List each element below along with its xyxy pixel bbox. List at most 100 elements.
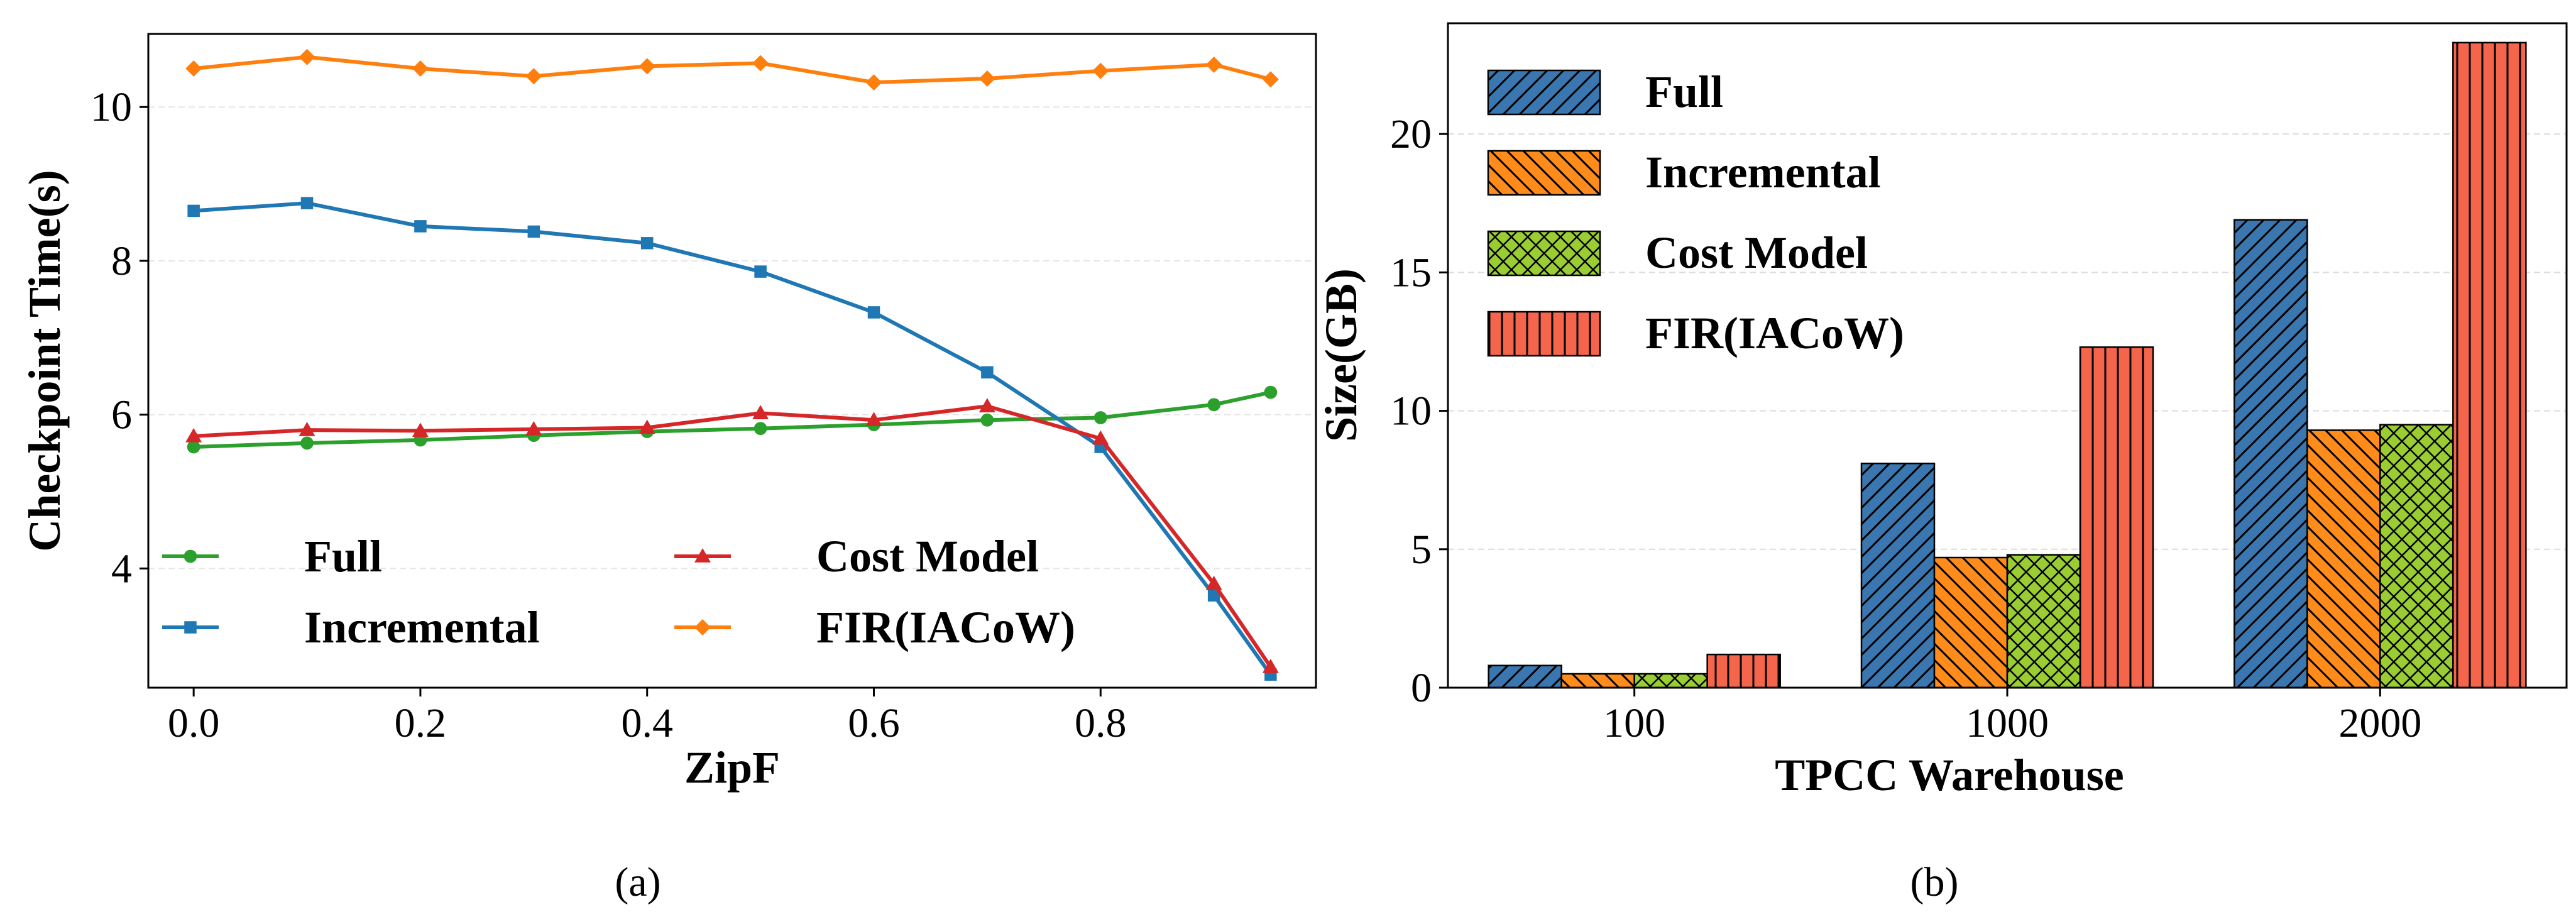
data-point-incremental xyxy=(754,265,767,278)
legend-label-full: Full xyxy=(304,531,382,581)
line-chart-y-axis-label: Checkpoint Time(s) xyxy=(19,170,70,551)
data-point-cost-model xyxy=(525,421,542,436)
data-point-cost-model xyxy=(639,419,655,434)
x-tick-label: 0.2 xyxy=(395,700,447,746)
data-point-fir-iacow xyxy=(185,60,202,77)
x-tick-label: 0.4 xyxy=(621,700,673,746)
data-point-full xyxy=(980,413,994,427)
bar-chart-caption: (b) xyxy=(1910,859,1959,905)
bar-chart-x-axis-label: TPCC Warehouse xyxy=(1775,750,2124,800)
data-point-cost-model xyxy=(1205,575,1222,590)
bar-chart-bars xyxy=(1488,41,2527,689)
legend-swatch-hatch-full xyxy=(1488,70,1600,114)
line-chart-y-ticks: 4 6 8 10 xyxy=(90,84,148,592)
legend-label-fir-iacow: FIR(IACoW) xyxy=(1645,308,1904,358)
y-tick-label: 8 xyxy=(111,238,132,284)
legend-label-fir-iacow: FIR(IACoW) xyxy=(816,602,1075,652)
data-point-full xyxy=(1207,398,1221,412)
bar-hatch-fir-iacow xyxy=(2453,42,2526,688)
line-chart-series xyxy=(185,48,1279,681)
data-point-full xyxy=(300,436,314,450)
data-point-fir-iacow xyxy=(1205,56,1222,73)
data-point-cost-model xyxy=(1092,430,1109,445)
bar-hatch-incremental xyxy=(1561,673,1635,688)
bar-chart-legend: Full Incremental Cost Model FIR(IACoW) xyxy=(1487,67,1904,358)
data-point-cost-model xyxy=(185,427,202,443)
bar-hatch-fir-iacow xyxy=(2080,347,2153,688)
data-point-incremental xyxy=(187,204,200,217)
data-point-fir-iacow xyxy=(412,60,429,77)
line-chart-legend: Full Incremental Cost Model FIR(IACoW) xyxy=(162,531,1075,652)
data-point-incremental xyxy=(527,225,540,238)
line-chart-x-ticks: 0.0 0.2 0.4 0.6 0.8 xyxy=(168,688,1127,746)
legend-label-full: Full xyxy=(1645,67,1723,117)
data-point-cost-model xyxy=(978,398,995,412)
line-chart-panel: 4 6 8 10 0.0 0.2 0.4 0.6 0.8 Checkpoint Time(s)… xyxy=(19,33,1317,905)
bar-hatch-cost-model xyxy=(2007,554,2080,688)
data-point-full xyxy=(754,422,767,436)
bar-hatch-full xyxy=(1861,463,1934,688)
legend-marker-fir-iacow xyxy=(694,619,711,636)
y-tick-label: 20 xyxy=(1390,111,1432,157)
y-tick-label: 4 xyxy=(111,546,132,592)
series-line-fir-iacow xyxy=(193,55,1271,85)
bar-chart-y-axis-label: Size(GB) xyxy=(1316,268,1366,442)
x-tick-label: 0.8 xyxy=(1075,700,1127,746)
data-point-fir-iacow xyxy=(639,58,655,75)
legend-label-cost-model: Cost Model xyxy=(816,531,1039,581)
line-chart-x-axis-label: ZipF xyxy=(684,742,780,793)
data-point-incremental xyxy=(300,197,314,209)
legend-swatch-hatch-fir-iacow xyxy=(1488,312,1600,356)
line-chart-plot-frame xyxy=(147,33,1317,689)
y-tick-label: 15 xyxy=(1390,250,1432,295)
bar-hatch-cost-model xyxy=(1634,673,1707,688)
data-point-fir-iacow xyxy=(752,55,769,72)
data-point-fir-iacow xyxy=(1092,62,1109,79)
data-point-cost-model xyxy=(865,412,882,426)
data-point-full xyxy=(187,440,200,454)
x-tick-label: 1000 xyxy=(1966,700,2049,746)
data-point-fir-iacow xyxy=(525,68,542,85)
data-point-fir-iacow xyxy=(865,74,882,91)
legend-marker-cost-model xyxy=(694,548,711,563)
data-point-incremental xyxy=(981,366,994,379)
x-tick-label: 100 xyxy=(1603,700,1665,746)
line-chart-gridlines xyxy=(148,106,1316,570)
data-point-incremental xyxy=(1207,589,1220,602)
legend-label-incremental: Incremental xyxy=(1645,147,1881,197)
legend-marker-full xyxy=(184,549,197,563)
bar-hatch-cost-model xyxy=(2380,424,2453,688)
data-point-cost-model xyxy=(299,422,315,436)
data-point-fir-iacow xyxy=(978,70,995,87)
bar-hatch-incremental xyxy=(1934,558,2007,688)
data-point-cost-model xyxy=(752,405,769,419)
bar-chart-y-ticks: 0 5 10 15 20 xyxy=(1390,111,1448,711)
data-point-incremental xyxy=(640,237,654,250)
data-point-full xyxy=(1093,411,1107,424)
legend-label-incremental: Incremental xyxy=(304,602,540,652)
data-point-cost-model xyxy=(1262,658,1279,673)
y-tick-label: 10 xyxy=(1390,388,1432,434)
bar-hatch-full xyxy=(2234,219,2308,688)
legend-label-cost-model: Cost Model xyxy=(1645,228,1868,278)
y-tick-label: 0 xyxy=(1411,665,1432,711)
data-point-incremental xyxy=(867,306,880,319)
legend-marker-incremental xyxy=(184,621,197,634)
x-tick-label: 0.6 xyxy=(848,700,900,746)
data-point-incremental xyxy=(414,220,427,233)
bar-hatch-incremental xyxy=(2307,430,2381,688)
bar-hatch-fir-iacow xyxy=(1707,654,1780,688)
line-chart-caption: (a) xyxy=(615,859,660,905)
bar-chart-gridlines xyxy=(1448,133,2567,550)
data-point-full xyxy=(1264,385,1278,399)
bar-chart-panel: 0 5 10 15 20 100 1000 2000 Size(GB) TPCC Wareh… xyxy=(1316,22,2568,905)
legend-swatch-hatch-cost-model xyxy=(1488,231,1600,275)
y-tick-label: 10 xyxy=(90,84,132,130)
x-tick-label: 0.0 xyxy=(168,700,220,746)
series-line-full xyxy=(194,390,1271,449)
y-tick-label: 5 xyxy=(1411,527,1432,573)
data-point-fir-iacow xyxy=(299,48,315,65)
x-tick-label: 2000 xyxy=(2338,700,2421,746)
legend-swatch-hatch-incremental xyxy=(1488,151,1600,195)
